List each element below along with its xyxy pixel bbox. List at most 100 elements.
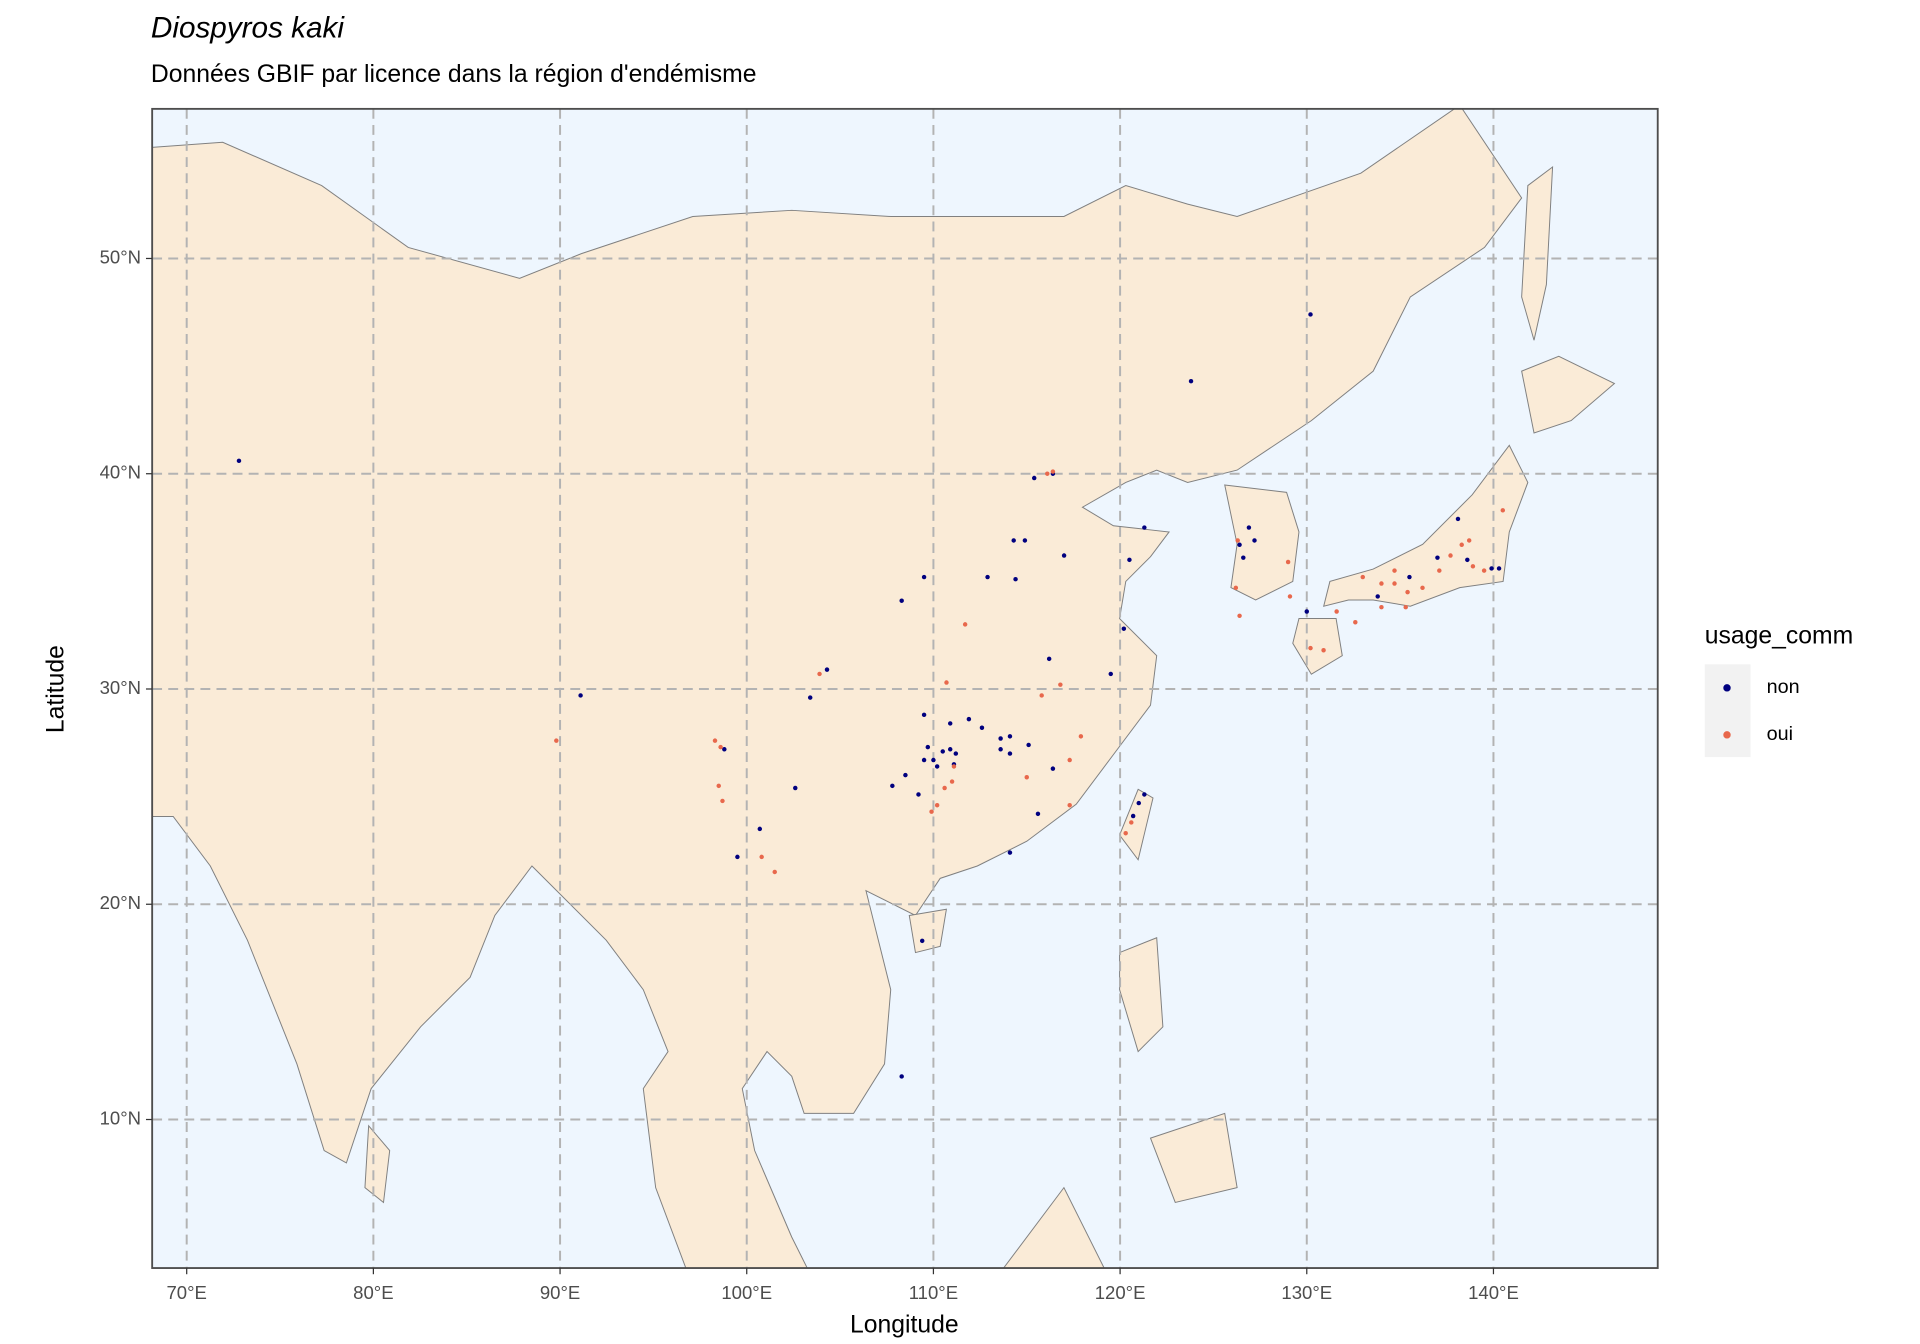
occurrence-point bbox=[824, 667, 830, 672]
occurrence-point bbox=[951, 764, 957, 769]
x-tick-label: 110°E bbox=[909, 1282, 958, 1303]
occurrence-point bbox=[979, 725, 985, 730]
taiwan bbox=[1119, 788, 1154, 861]
occurrence-point bbox=[1129, 820, 1134, 825]
occurrence-point bbox=[1007, 734, 1013, 739]
occurrence-point bbox=[712, 738, 718, 743]
occurrence-point bbox=[1308, 312, 1313, 317]
occurrence-point bbox=[1470, 564, 1476, 569]
occurrence-point bbox=[1285, 559, 1291, 565]
occurrence-point bbox=[1235, 538, 1240, 543]
occurrence-point bbox=[807, 695, 813, 700]
occurrence-point bbox=[925, 744, 931, 750]
occurrence-point bbox=[899, 1074, 904, 1079]
kyushu bbox=[1292, 618, 1343, 675]
occurrence-point bbox=[1123, 830, 1128, 836]
occurrence-point bbox=[1237, 613, 1242, 619]
occurrence-point bbox=[1392, 581, 1397, 586]
occurrence-point bbox=[1375, 594, 1380, 599]
occurrence-point bbox=[1022, 538, 1028, 543]
occurrence-point bbox=[940, 749, 945, 754]
occurrence-point bbox=[1237, 542, 1242, 547]
occurrence-point bbox=[735, 854, 740, 860]
occurrence-point bbox=[1489, 566, 1494, 571]
legend-marker bbox=[1723, 684, 1731, 692]
occurrence-point bbox=[1031, 475, 1037, 481]
legend-title: usage_comm bbox=[1705, 623, 1853, 650]
occurrence-point bbox=[1067, 803, 1072, 808]
x-tick-label: 70°E bbox=[166, 1282, 206, 1303]
occurrence-point bbox=[1136, 800, 1141, 806]
occurrence-point bbox=[1500, 508, 1506, 513]
honshu bbox=[1323, 444, 1529, 607]
x-axis-title: Longitude bbox=[850, 1312, 959, 1339]
y-tick-label: 10°N bbox=[100, 1107, 141, 1128]
occurrence-point bbox=[919, 938, 925, 944]
occurrence-point bbox=[772, 869, 777, 875]
occurrence-point bbox=[718, 744, 723, 750]
occurrence-point bbox=[942, 785, 947, 791]
chart-subtitle: Données GBIF par licence dans la région … bbox=[151, 61, 757, 88]
occurrence-point bbox=[921, 574, 927, 580]
y-tick-label: 50°N bbox=[100, 246, 141, 267]
occurrence-point bbox=[1067, 757, 1072, 763]
occurrence-point bbox=[1252, 538, 1257, 543]
occurrence-point bbox=[1050, 766, 1056, 771]
occurrence-point bbox=[1407, 574, 1412, 580]
occurrence-point bbox=[1013, 576, 1018, 582]
hainan bbox=[908, 908, 947, 954]
occurrence-point bbox=[716, 783, 721, 789]
occurrence-point bbox=[1127, 557, 1132, 563]
occurrence-point bbox=[1050, 469, 1056, 474]
occurrence-point bbox=[1078, 734, 1084, 739]
occurrence-point bbox=[1459, 542, 1464, 547]
occurrence-point bbox=[1353, 620, 1358, 625]
y-tick-label: 20°N bbox=[100, 892, 141, 913]
occurrence-point bbox=[1403, 604, 1408, 610]
y-tick-label: 30°N bbox=[100, 677, 141, 698]
occurrence-point bbox=[1304, 609, 1310, 614]
occurrence-point bbox=[1142, 525, 1147, 530]
korea bbox=[1224, 484, 1300, 601]
points bbox=[236, 312, 1506, 1079]
occurrence-point bbox=[962, 622, 968, 627]
legend-marker bbox=[1723, 731, 1731, 739]
occurrence-point bbox=[1142, 792, 1147, 797]
occurrence-point bbox=[1241, 555, 1246, 560]
occurrence-point bbox=[1121, 626, 1127, 631]
occurrence-point bbox=[931, 757, 936, 763]
occurrence-point bbox=[1465, 557, 1470, 563]
occurrence-point bbox=[1455, 516, 1461, 522]
occurrence-point bbox=[1011, 538, 1016, 543]
occurrence-point bbox=[921, 757, 927, 763]
occurrence-point bbox=[1061, 553, 1067, 558]
occurrence-point bbox=[720, 798, 725, 804]
occurrence-point bbox=[1007, 850, 1013, 855]
occurrence-point bbox=[921, 712, 927, 718]
grid bbox=[152, 108, 1658, 1269]
occurrence-point bbox=[934, 803, 940, 808]
occurrence-point bbox=[944, 680, 949, 685]
occurrence-point bbox=[1007, 751, 1013, 756]
occurrence-point bbox=[1379, 604, 1384, 610]
occurrence-point bbox=[934, 764, 940, 769]
occurrence-point bbox=[1481, 568, 1487, 573]
occurrence-point bbox=[1448, 553, 1453, 558]
occurrence-point bbox=[1405, 589, 1410, 595]
legend: non oui bbox=[1704, 664, 1800, 758]
x-tick-label: 90°E bbox=[540, 1282, 580, 1303]
occurrence-point bbox=[1466, 538, 1472, 543]
legend-key-background bbox=[1704, 664, 1751, 758]
chart-title: Diospyros kaki bbox=[151, 12, 345, 45]
occurrence-point bbox=[1420, 585, 1425, 591]
occurrence-point bbox=[1246, 525, 1252, 530]
x-tick-label: 100°E bbox=[721, 1282, 772, 1303]
occurrence-point bbox=[578, 693, 583, 698]
x-tick-label: 120°E bbox=[1095, 1282, 1146, 1303]
x-tick-label: 130°E bbox=[1281, 1282, 1332, 1303]
occurrence-point bbox=[759, 854, 764, 860]
occurrence-point bbox=[1496, 566, 1502, 571]
occurrence-point bbox=[966, 716, 972, 722]
legend-label: non bbox=[1767, 676, 1800, 698]
